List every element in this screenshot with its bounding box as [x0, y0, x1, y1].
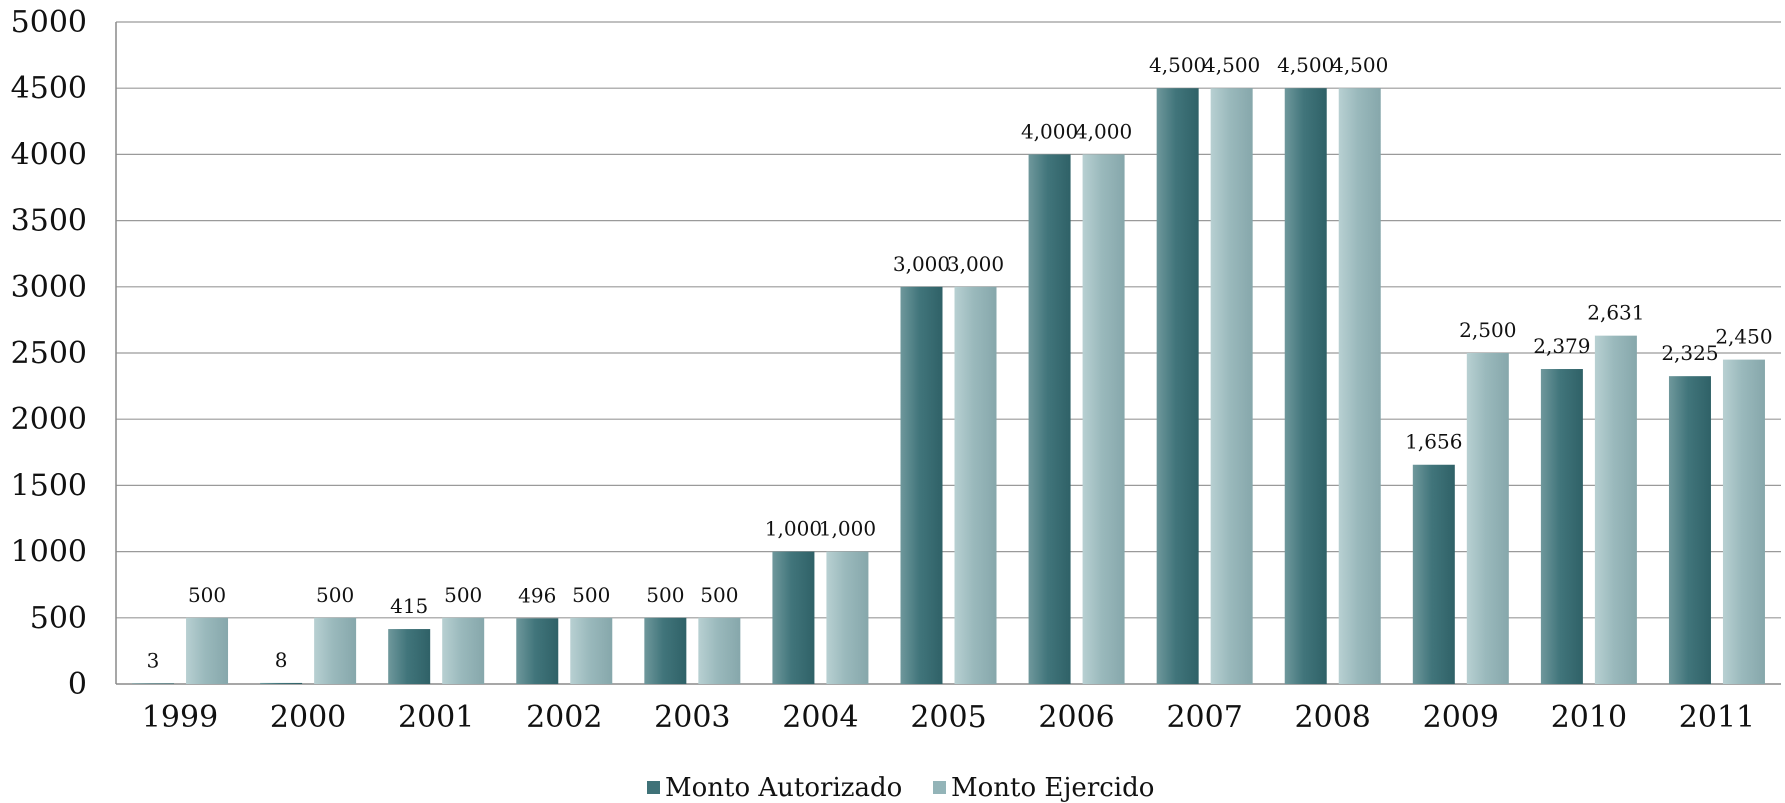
x-tick-label: 2006	[1038, 700, 1114, 735]
bar-monto-ejercido-2005	[954, 286, 997, 684]
data-label: 4,000	[1075, 119, 1132, 143]
x-tick-label: 2005	[910, 700, 986, 735]
data-label: 2,379	[1533, 334, 1590, 358]
data-label: 3	[147, 649, 160, 673]
x-tick-label: 2011	[1679, 700, 1755, 735]
bar-monto-autorizado-2011	[1668, 376, 1711, 684]
bar-monto-ejercido-1999	[186, 617, 229, 684]
x-tick-label: 1999	[142, 700, 218, 735]
data-label: 2,500	[1459, 318, 1516, 342]
data-label: 2,631	[1587, 301, 1644, 325]
data-label: 4,500	[1331, 53, 1388, 77]
x-tick-label: 2007	[1166, 700, 1242, 735]
y-tick-label: 3000	[11, 270, 87, 305]
y-tick-label: 2000	[11, 402, 87, 437]
bar-monto-autorizado-2000	[260, 682, 303, 684]
legend-label-monto-autorizado: Monto Autorizado	[665, 773, 902, 803]
gridlines	[115, 21, 1781, 685]
y-tick-label: 1000	[11, 535, 87, 570]
data-label: 8	[275, 648, 288, 672]
y-tick-label: 1500	[11, 468, 87, 503]
legend-swatch-monto-ejercido	[933, 781, 946, 794]
bar-monto-ejercido-2001	[442, 617, 485, 684]
bar-monto-ejercido-2006	[1082, 154, 1125, 684]
x-tick-label: 2000	[270, 700, 346, 735]
data-label: 500	[572, 583, 610, 607]
bar-monto-autorizado-2008	[1284, 88, 1327, 684]
y-tick-label: 0	[68, 667, 87, 702]
data-label: 3,000	[947, 252, 1004, 276]
data-label: 4,500	[1149, 53, 1206, 77]
data-label: 4,000	[1021, 119, 1078, 143]
legend-swatch-monto-autorizado	[647, 781, 660, 794]
bar-monto-ejercido-2000	[314, 617, 357, 684]
bar-monto-autorizado-2002	[516, 618, 559, 684]
x-tick-label: 2003	[654, 700, 730, 735]
x-tick-label: 2009	[1423, 700, 1499, 735]
x-tick-label: 2004	[782, 700, 858, 735]
bar-monto-autorizado-2005	[900, 286, 943, 684]
bar-monto-ejercido-2003	[698, 617, 741, 684]
bar-monto-ejercido-2009	[1466, 353, 1509, 684]
bars	[132, 88, 1765, 684]
y-tick-label: 4000	[11, 137, 87, 172]
bar-monto-autorizado-2007	[1156, 88, 1199, 684]
bar-monto-ejercido-2008	[1338, 88, 1381, 684]
bar-monto-autorizado-2001	[388, 629, 431, 684]
bar-monto-ejercido-2010	[1594, 335, 1637, 684]
axis-ticks: 0500100015002000250030003500400045005000…	[11, 5, 1756, 735]
bar-monto-ejercido-2007	[1210, 88, 1253, 684]
data-label: 500	[700, 583, 738, 607]
data-label: 1,000	[819, 517, 876, 541]
data-label: 1,000	[765, 517, 822, 541]
y-tick-label: 5000	[11, 5, 87, 40]
data-label: 4,500	[1203, 53, 1260, 77]
data-label: 3,000	[893, 252, 950, 276]
bar-monto-ejercido-2004	[826, 551, 869, 684]
y-tick-label: 500	[30, 601, 87, 636]
bar-monto-autorizado-2009	[1412, 464, 1455, 684]
data-label: 500	[316, 583, 354, 607]
x-tick-label: 2008	[1295, 700, 1371, 735]
data-label: 496	[518, 583, 556, 607]
legend: Monto Autorizado Monto Ejercido	[647, 773, 1154, 803]
data-label: 2,450	[1715, 325, 1772, 349]
bar-monto-autorizado-2006	[1028, 154, 1071, 684]
data-label: 500	[188, 583, 226, 607]
bar-monto-autorizado-2003	[644, 617, 687, 684]
x-tick-label: 2002	[526, 700, 602, 735]
bar-monto-autorizado-2004	[772, 551, 815, 684]
data-label: 1,656	[1405, 430, 1462, 454]
legend-label-monto-ejercido: Monto Ejercido	[951, 773, 1154, 803]
y-tick-label: 4500	[11, 71, 87, 106]
data-label: 2,325	[1661, 341, 1718, 365]
x-tick-label: 2001	[398, 700, 474, 735]
y-tick-label: 2500	[11, 336, 87, 371]
bar-monto-autorizado-1999	[132, 683, 175, 684]
x-tick-label: 2010	[1551, 700, 1627, 735]
data-label: 415	[390, 594, 428, 618]
bar-monto-ejercido-2011	[1722, 359, 1765, 684]
bar-monto-autorizado-2010	[1540, 369, 1583, 684]
data-label: 4,500	[1277, 53, 1334, 77]
data-label: 500	[444, 583, 482, 607]
y-tick-label: 3500	[11, 204, 87, 239]
bar-monto-ejercido-2002	[570, 617, 613, 684]
data-label: 500	[646, 583, 684, 607]
